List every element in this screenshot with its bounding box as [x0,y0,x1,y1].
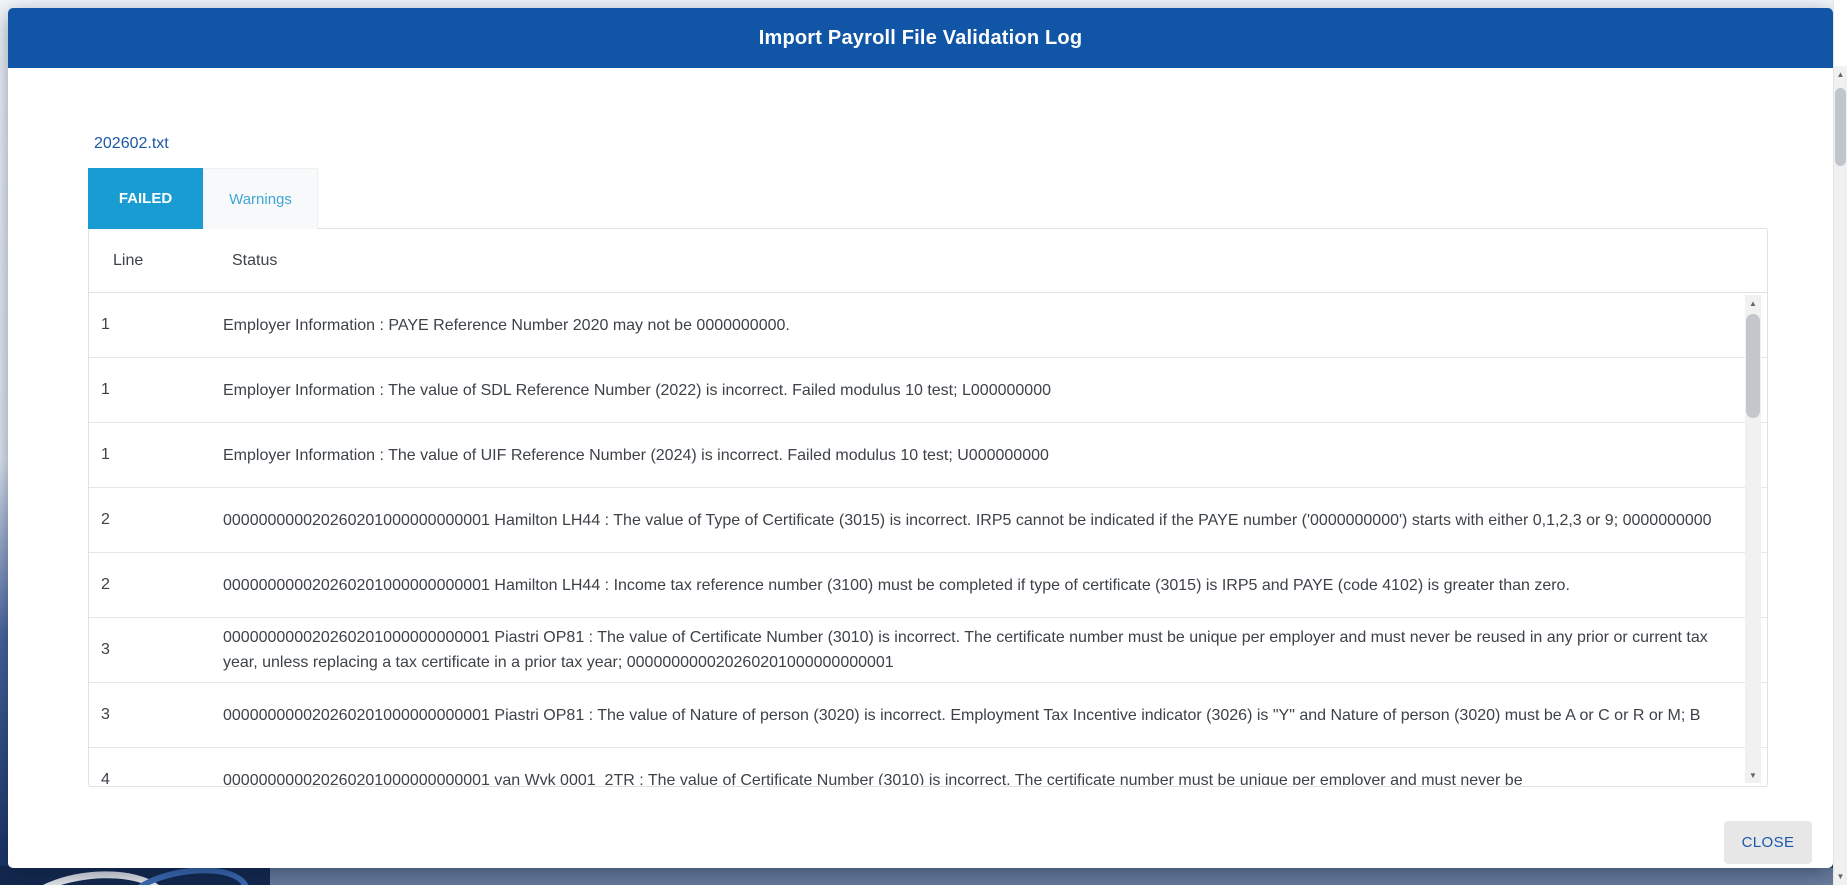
page-scrollbar-thumb[interactable] [1835,88,1846,166]
close-button[interactable]: CLOSE [1724,821,1812,864]
tab-bar: FAILED Warnings [88,168,318,229]
scroll-down-icon[interactable]: ▼ [1834,868,1847,885]
table-row: 1 Employer Information : The value of UI… [89,423,1767,488]
status-cell: 000000000020260201000000000001 Piastri O… [223,629,1708,671]
tab-failed[interactable]: FAILED [88,168,203,229]
modal-title: Import Payroll File Validation Log [758,26,1083,49]
validation-log-modal: Import Payroll File Validation Log 20260… [8,8,1833,868]
line-cell: 1 [101,381,110,398]
scroll-up-icon[interactable]: ▲ [1749,298,1757,308]
table-row: 3 000000000020260201000000000001 Piastri… [89,618,1767,683]
status-cell: Employer Information : PAYE Reference Nu… [223,316,790,334]
line-cell: 3 [101,641,110,658]
line-cell: 1 [101,316,110,333]
status-cell: 000000000020260201000000000001 van Wyk 0… [223,771,1523,786]
page-background-strip [0,868,1833,885]
line-cell: 1 [101,446,110,463]
page-scrollbar-gap [1834,0,1847,66]
header-line: Line [113,251,144,269]
table-row: 2 000000000020260201000000000001 Hamilto… [89,488,1767,553]
filename-link[interactable]: 202602.txt [94,135,169,152]
table-body: 1 Employer Information : PAYE Reference … [89,293,1767,785]
sars-logo-partial [0,866,270,885]
table-row: 4 000000000020260201000000000001 van Wyk… [89,748,1767,785]
table-scrollbar[interactable]: ▲ ▼ [1745,295,1761,783]
table-scrollbar-thumb[interactable] [1746,314,1760,418]
page-scrollbar[interactable]: ▲ ▼ [1833,0,1847,885]
line-cell: 2 [101,511,110,528]
header-status: Status [232,251,278,269]
scroll-down-icon[interactable]: ▼ [1749,770,1757,780]
line-cell: 4 [101,771,110,785]
table-row: 1 Employer Information : The value of SD… [89,358,1767,423]
table-row: 2 000000000020260201000000000001 Hamilto… [89,553,1767,618]
validation-table: Line Status 1 Employer Information : PAY… [88,228,1768,787]
status-cell: Employer Information : The value of UIF … [223,446,1049,464]
table-header-row: Line Status [89,229,1767,293]
status-cell: 000000000020260201000000000001 Hamilton … [223,511,1712,529]
status-cell: 000000000020260201000000000001 Piastri O… [223,706,1701,724]
table-row: 1 Employer Information : PAYE Reference … [89,293,1767,358]
tab-warnings[interactable]: Warnings [203,168,318,229]
table-row: 3 000000000020260201000000000001 Piastri… [89,683,1767,748]
page-scrollbar-track[interactable]: ▲ ▼ [1834,66,1847,885]
status-cell: 000000000020260201000000000001 Hamilton … [223,576,1570,594]
status-cell: Employer Information : The value of SDL … [223,381,1051,399]
scroll-up-icon[interactable]: ▲ [1834,66,1847,83]
line-cell: 3 [101,706,110,723]
line-cell: 2 [101,576,110,593]
modal-header: Import Payroll File Validation Log [8,8,1833,68]
